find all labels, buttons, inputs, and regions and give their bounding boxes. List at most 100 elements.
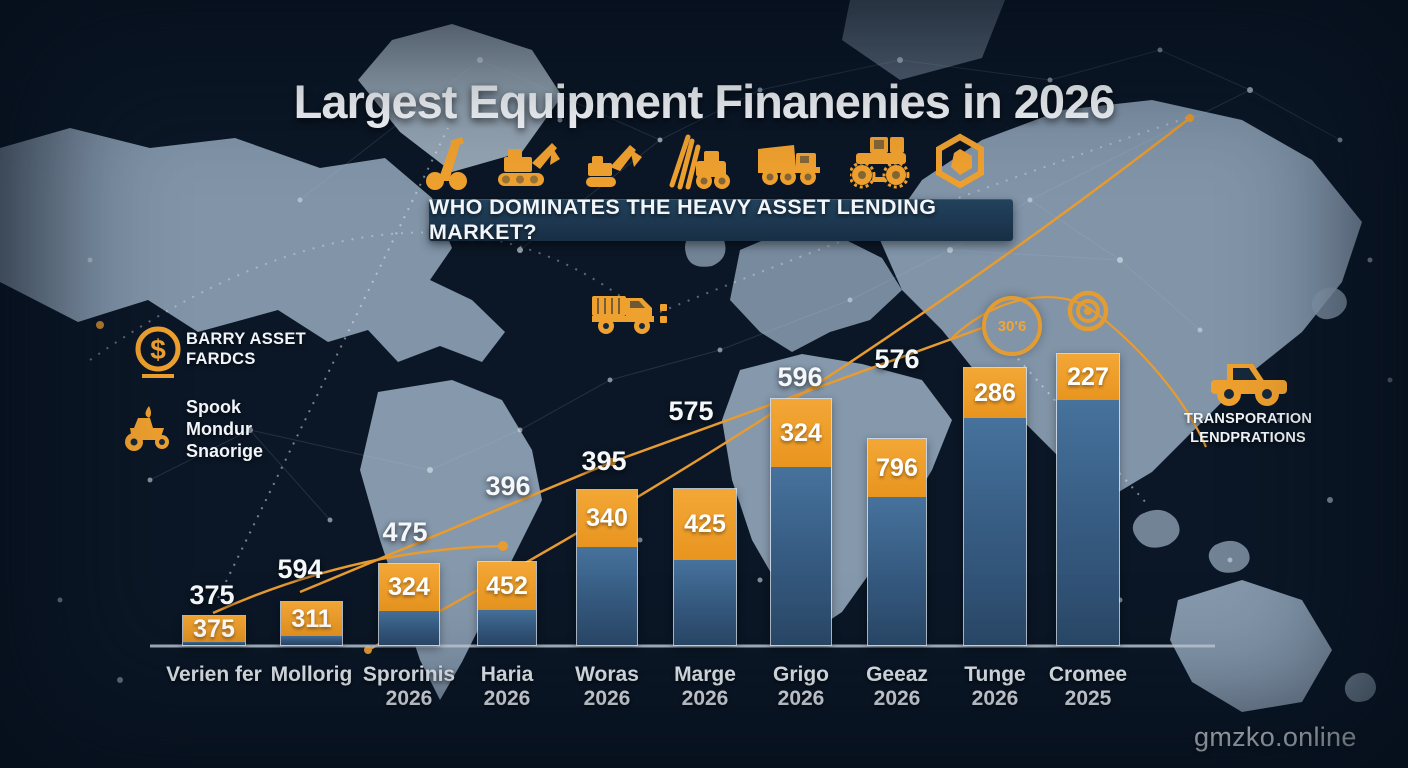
digger-icon xyxy=(586,145,642,187)
category-year: 2026 xyxy=(385,687,433,710)
bar-orange-segment: 340 xyxy=(577,490,637,547)
bar-orange-segment: 452 xyxy=(478,562,536,610)
tractor-icon xyxy=(125,406,169,451)
bar-blue-segment xyxy=(478,610,536,645)
x-axis-label: Geeaz 2026 xyxy=(849,663,945,711)
legend-transportation-line2: LENDPRATIONS xyxy=(1190,430,1306,446)
dump-truck-icon xyxy=(758,145,820,185)
bar-orange-segment: 311 xyxy=(281,602,342,636)
bar-blue-segment xyxy=(577,547,637,645)
bar-marge: 425 xyxy=(673,488,737,646)
bar-sprorinis: 324 xyxy=(378,563,440,646)
bar-woras: 340 xyxy=(576,489,638,646)
category-year: 2026 xyxy=(681,687,729,710)
category-name: Sprorinis xyxy=(362,663,456,686)
hex-gem-icon xyxy=(936,133,984,189)
trend-value-label: 594 xyxy=(277,554,323,584)
category-name: Verien fer xyxy=(166,663,262,686)
bar-orange-segment: 324 xyxy=(379,564,439,611)
bar-blue-segment xyxy=(183,642,245,645)
category-name: Grigo xyxy=(773,663,829,686)
category-name: Woras xyxy=(575,663,639,686)
bar-segment-value: 311 xyxy=(291,604,332,633)
legend-barry-line1: BARRY ASSET xyxy=(186,330,307,348)
x-axis-label: Cromee 2025 xyxy=(1038,663,1138,711)
trend-value-label: 596 xyxy=(777,362,823,392)
bar-segment-value: 425 xyxy=(684,510,726,538)
trend-value-label: 395 xyxy=(581,446,627,476)
bar-blue-segment xyxy=(964,418,1026,645)
legend-barry-asset: BARRY ASSET FARDCS xyxy=(186,329,306,369)
legend-spook-line2: Mondur xyxy=(186,419,252,439)
bar-segment-value: 286 xyxy=(974,378,1016,407)
bar-orange-segment: 286 xyxy=(964,368,1026,418)
trend-value-label: 375 xyxy=(189,580,235,610)
bar-grigo: 324 xyxy=(770,398,832,646)
harvester-icon xyxy=(426,137,467,190)
category-year: 2026 xyxy=(583,687,631,710)
legend-spook-mondur: Spook Mondur Snaorige xyxy=(186,396,263,462)
bar-segment-value: 324 xyxy=(388,573,430,601)
page-title: Largest Equipment Finanenies in 2026 xyxy=(293,75,1116,128)
bar-blue-segment xyxy=(379,611,439,645)
target-icon xyxy=(1067,290,1109,332)
trend-value-label: 396 xyxy=(485,471,531,501)
trend-value-label: 575 xyxy=(668,396,714,426)
category-name: Mollorig xyxy=(270,663,353,686)
dump-truck-icon xyxy=(592,296,667,334)
legend-transportation-line1: TRANSPORATION xyxy=(1184,411,1312,427)
bar-blue-segment xyxy=(281,636,342,645)
svg-text:$: $ xyxy=(150,334,166,365)
trend-value-label: 576 xyxy=(874,344,920,374)
bar-orange-segment: 796 xyxy=(868,439,926,497)
log-loader-icon xyxy=(669,134,730,190)
category-year: 2026 xyxy=(873,687,921,710)
category-name: Geeaz xyxy=(866,663,928,686)
x-axis-label: Haria 2026 xyxy=(459,663,555,711)
category-year: 2026 xyxy=(971,687,1019,710)
subtitle-banner: WHO DOMINATES THE HEAVY ASSET LENDING MA… xyxy=(429,195,1013,244)
legend-spook-line1: Spook xyxy=(186,397,242,417)
bar-geeaz: 796 xyxy=(867,438,927,646)
bar-segment-value: 227 xyxy=(1067,362,1109,391)
bar-blue-segment xyxy=(674,560,736,645)
excavator-icon xyxy=(498,143,560,186)
bar-mollorig: 311 xyxy=(280,601,343,646)
equipment-icon-row xyxy=(422,133,986,191)
x-axis-label: Marge 2026 xyxy=(655,663,755,711)
x-axis-label: Woras 2026 xyxy=(558,663,656,711)
dollar-coin-icon: $ xyxy=(135,326,181,378)
bar-segment-value: 324 xyxy=(780,418,822,447)
bar-orange-segment: 425 xyxy=(674,489,736,560)
bar-orange-segment: 324 xyxy=(771,399,831,467)
x-axis-label: Mollorig xyxy=(262,663,361,687)
legend-barry-line2: FARDCS xyxy=(186,350,256,368)
bar-haria: 452 xyxy=(477,561,537,646)
category-year: 2026 xyxy=(483,687,531,710)
x-axis-label: Verien fer xyxy=(164,663,264,687)
bar-verien-fer: 375 xyxy=(182,615,246,646)
ring-badge-value: 30'6 xyxy=(997,317,1027,335)
subtitle-text: WHO DOMINATES THE HEAVY ASSET LENDING MA… xyxy=(429,195,937,244)
category-name: Cromee xyxy=(1048,663,1128,686)
tractor-icon xyxy=(1211,364,1287,406)
ring-badge: 30'6 xyxy=(982,296,1042,356)
bar-segment-value: 375 xyxy=(193,614,235,643)
category-name: Tunge xyxy=(964,663,1026,686)
bar-segment-value: 452 xyxy=(486,571,528,600)
category-year: 2026 xyxy=(777,687,825,710)
dotted-guide-line xyxy=(217,127,449,599)
legend-spook-line3: Snaorige xyxy=(186,441,264,461)
watermark: gmzko.online xyxy=(1194,722,1357,752)
x-axis-label: Grigo 2026 xyxy=(752,663,850,711)
track-loader-icon xyxy=(850,137,910,189)
bar-segment-value: 796 xyxy=(876,453,918,482)
legend-transportation: TRANSPORATION LENDPRATIONS xyxy=(1175,410,1321,448)
x-axis-label: Tunge 2026 xyxy=(945,663,1045,711)
bar-orange-segment: 227 xyxy=(1057,354,1119,400)
bar-blue-segment xyxy=(771,467,831,645)
bar-cromee: 227 xyxy=(1056,353,1120,646)
bar-blue-segment xyxy=(868,497,926,645)
x-axis-label: Sprorinis 2026 xyxy=(360,663,458,711)
